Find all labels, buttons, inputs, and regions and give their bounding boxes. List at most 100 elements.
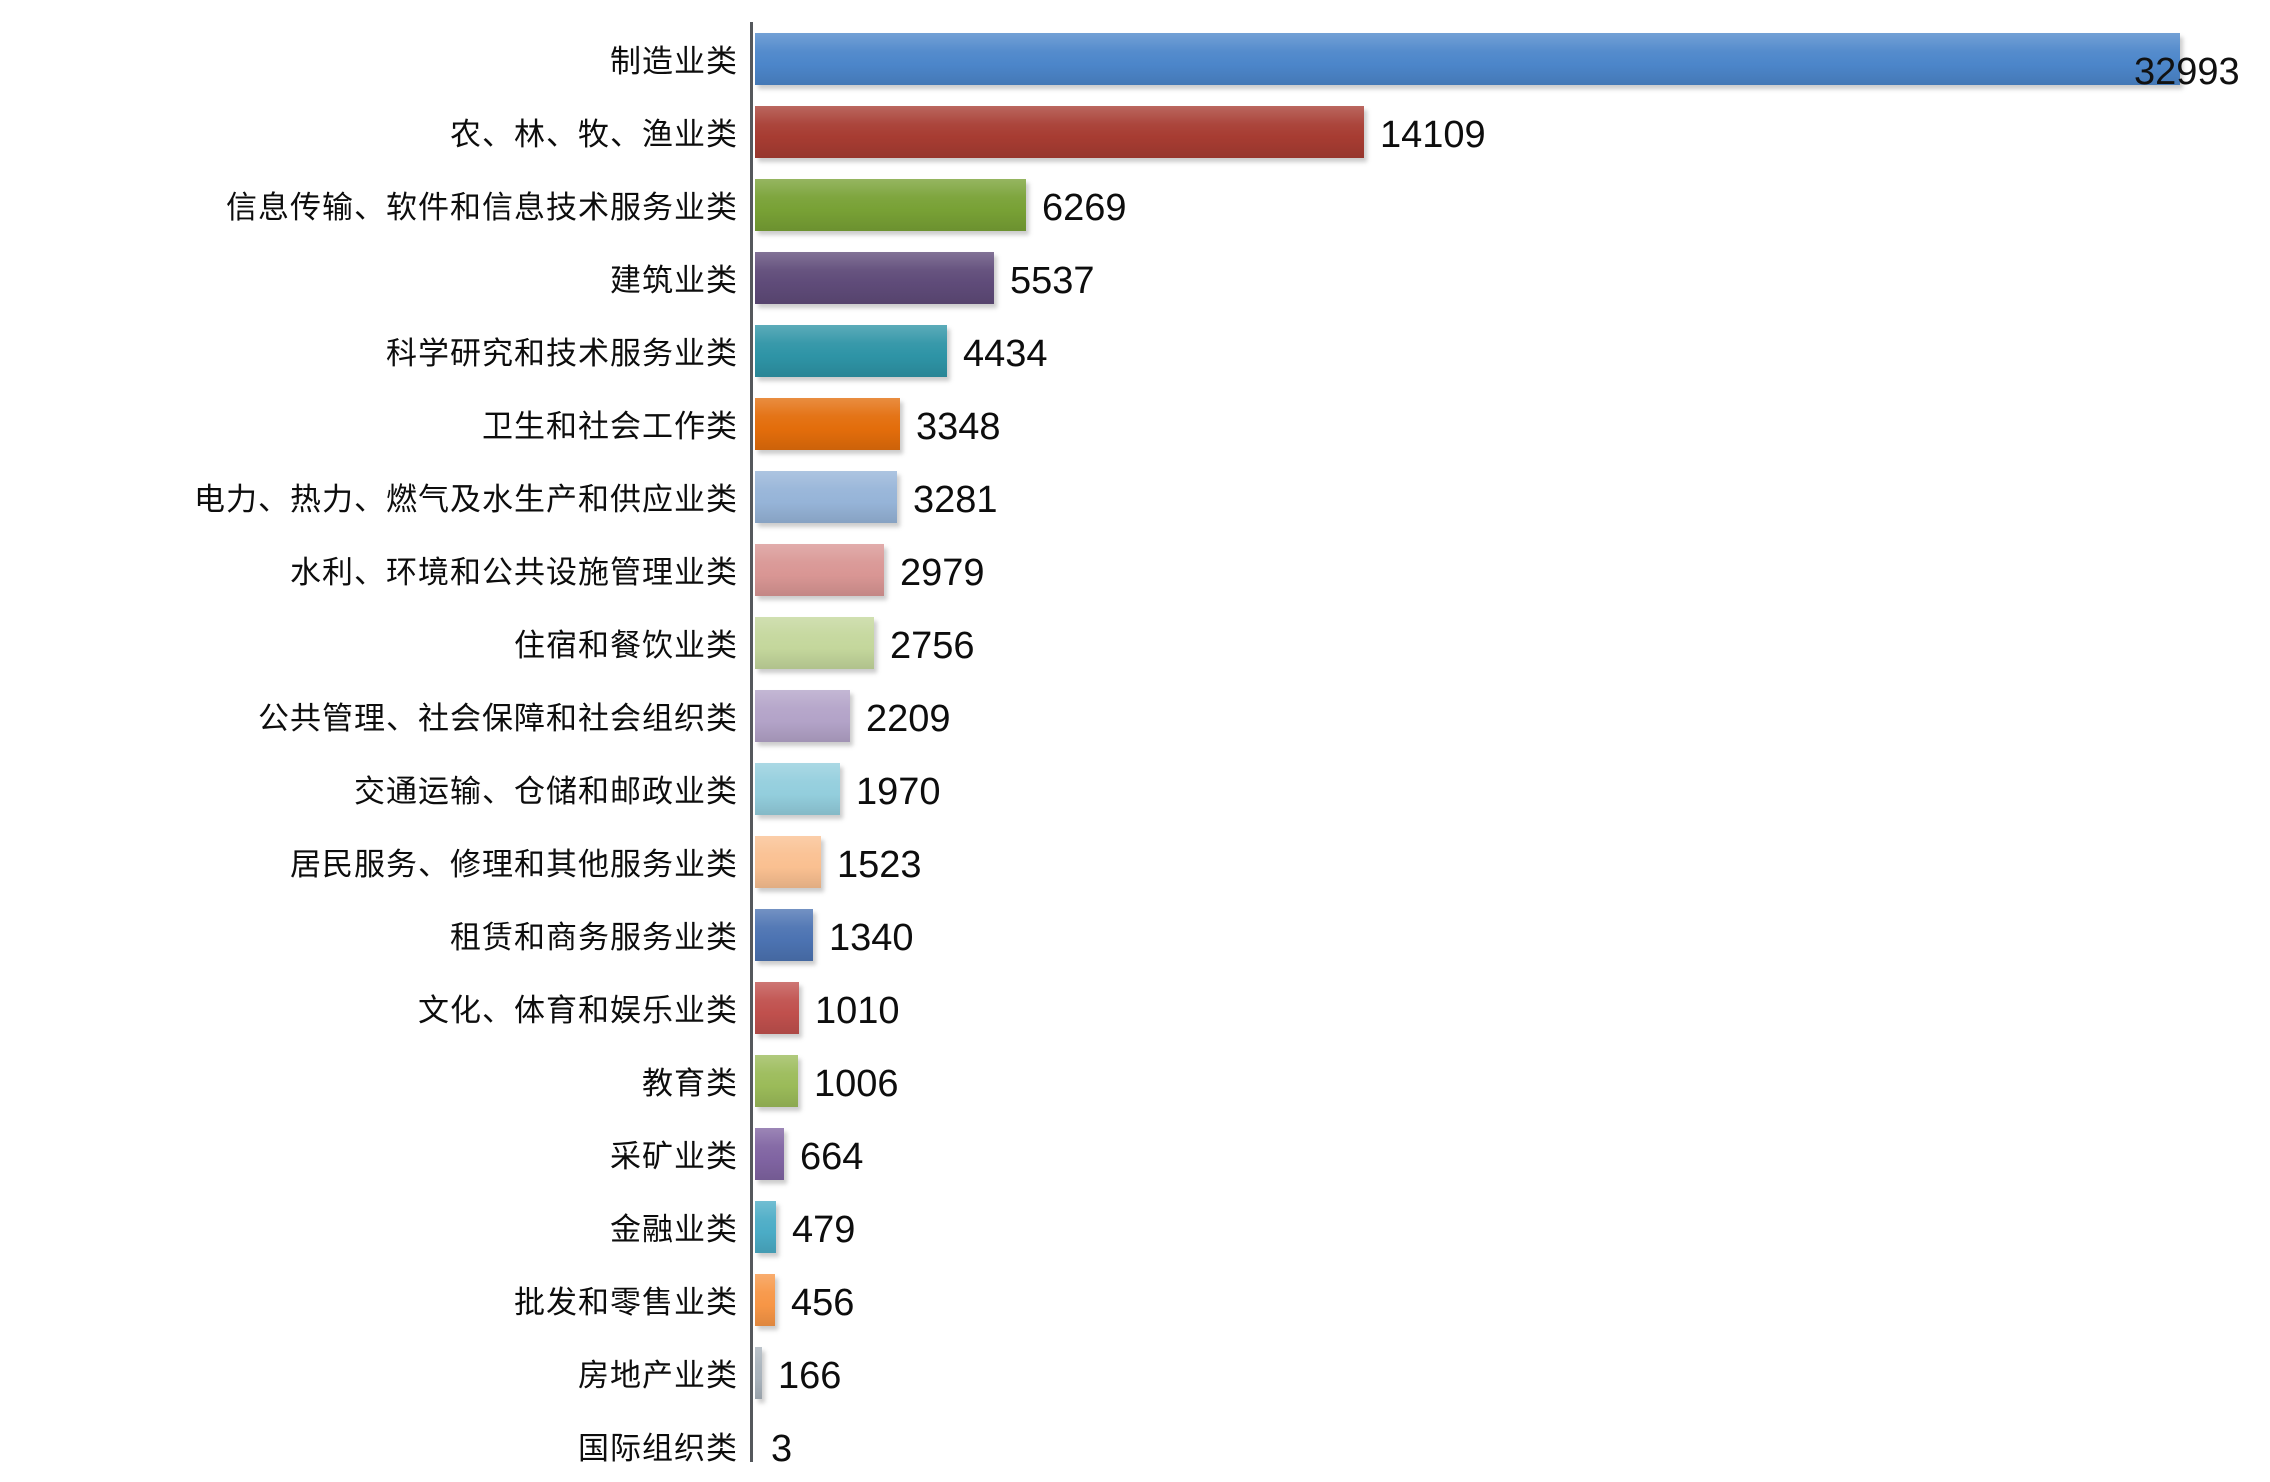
category-label: 交通运输、仓储和邮政业类 <box>354 774 738 809</box>
category-label: 采矿业类 <box>610 1139 738 1174</box>
bar <box>755 762 840 815</box>
bar-area: 5537 <box>755 241 2270 314</box>
value-label: 3348 <box>916 406 1001 448</box>
category-label: 建筑业类 <box>610 263 738 298</box>
bar-row: 住宿和餐饮业类 2756 <box>0 606 2270 679</box>
bar-row: 租赁和商务服务业类 1340 <box>0 898 2270 971</box>
bar-row: 教育类 1006 <box>0 1044 2270 1117</box>
bar <box>755 1346 762 1399</box>
category-label: 电力、热力、燃气及水生产和供应业类 <box>194 482 738 517</box>
bar-area: 14109 <box>755 95 2270 168</box>
bar <box>755 689 850 742</box>
bar-area: 4434 <box>755 314 2270 387</box>
value-label: 2756 <box>890 625 975 667</box>
value-label: 479 <box>792 1209 856 1251</box>
bar-area: 166 <box>755 1336 2270 1409</box>
value-label: 664 <box>800 1136 864 1178</box>
value-label: 3281 <box>913 479 998 521</box>
category-label: 住宿和餐饮业类 <box>514 628 738 663</box>
bar-row: 制造业类 32993 <box>0 22 2270 95</box>
bar-area: 1006 <box>755 1044 2270 1117</box>
category-label: 科学研究和技术服务业类 <box>386 336 738 371</box>
bar-area: 456 <box>755 1263 2270 1336</box>
bar <box>755 470 897 523</box>
bar-area: 3348 <box>755 387 2270 460</box>
bar <box>755 105 1364 158</box>
category-label: 国际组织类 <box>578 1431 738 1466</box>
value-label: 166 <box>778 1355 842 1397</box>
category-label: 农、林、牧、渔业类 <box>450 117 738 152</box>
value-label: 1010 <box>815 990 900 1032</box>
category-label: 公共管理、社会保障和社会组织类 <box>258 701 738 736</box>
value-label: 32993 <box>2134 51 2240 93</box>
bar-row: 批发和零售业类 456 <box>0 1263 2270 1336</box>
value-label: 2209 <box>866 698 951 740</box>
bar-row: 水利、环境和公共设施管理业类 2979 <box>0 533 2270 606</box>
bar-area: 479 <box>755 1190 2270 1263</box>
category-label: 金融业类 <box>610 1212 738 1247</box>
bar-row: 农、林、牧、渔业类 14109 <box>0 95 2270 168</box>
bar-row: 建筑业类 5537 <box>0 241 2270 314</box>
bar-area: 2756 <box>755 606 2270 679</box>
category-label: 卫生和社会工作类 <box>482 409 738 444</box>
category-label: 房地产业类 <box>578 1358 738 1393</box>
bar-row: 金融业类 479 <box>0 1190 2270 1263</box>
bar <box>755 32 2180 85</box>
category-label: 批发和零售业类 <box>514 1285 738 1320</box>
bar <box>755 908 813 961</box>
value-label: 1970 <box>856 771 941 813</box>
bar-area: 1970 <box>755 752 2270 825</box>
bar <box>755 1127 784 1180</box>
value-label: 3 <box>771 1428 793 1470</box>
bar-area: 32993 <box>755 22 2270 95</box>
bar-area: 3 <box>755 1409 2270 1482</box>
bar-area: 3281 <box>755 460 2270 533</box>
bar-row: 文化、体育和娱乐业类 1010 <box>0 971 2270 1044</box>
category-label: 信息传输、软件和信息技术服务业类 <box>226 190 738 225</box>
bar-area: 2979 <box>755 533 2270 606</box>
bar-row: 卫生和社会工作类 3348 <box>0 387 2270 460</box>
category-label: 制造业类 <box>610 44 738 79</box>
bar <box>755 616 874 669</box>
chart-rows: 制造业类 32993 农、林、牧、渔业类 14109 信息传输、软件和信息技术服… <box>0 22 2270 1482</box>
bar-row: 国际组织类 3 <box>0 1409 2270 1482</box>
bar <box>755 981 799 1034</box>
value-label: 14109 <box>1380 114 1486 156</box>
bar-row: 居民服务、修理和其他服务业类 1523 <box>0 825 2270 898</box>
value-label: 456 <box>791 1282 855 1324</box>
bar <box>755 1054 798 1107</box>
bar-area: 1340 <box>755 898 2270 971</box>
bar-row: 交通运输、仓储和邮政业类 1970 <box>0 752 2270 825</box>
value-label: 1006 <box>814 1063 899 1105</box>
category-label: 文化、体育和娱乐业类 <box>418 993 738 1028</box>
value-label: 2979 <box>900 552 985 594</box>
bar <box>755 543 884 596</box>
category-label: 水利、环境和公共设施管理业类 <box>290 555 738 590</box>
bar-area: 2209 <box>755 679 2270 752</box>
bar <box>755 835 821 888</box>
value-label: 6269 <box>1042 187 1127 229</box>
value-label: 1340 <box>829 917 914 959</box>
bar <box>755 251 994 304</box>
category-label: 居民服务、修理和其他服务业类 <box>290 847 738 882</box>
bar-row: 采矿业类 664 <box>0 1117 2270 1190</box>
category-label: 租赁和商务服务业类 <box>450 920 738 955</box>
bar-area: 1523 <box>755 825 2270 898</box>
bar-row: 电力、热力、燃气及水生产和供应业类 3281 <box>0 460 2270 533</box>
bar-area: 1010 <box>755 971 2270 1044</box>
bar-row: 房地产业类 166 <box>0 1336 2270 1409</box>
bar <box>755 1200 776 1253</box>
value-label: 5537 <box>1010 260 1095 302</box>
bar <box>755 178 1026 231</box>
bar-row: 信息传输、软件和信息技术服务业类 6269 <box>0 168 2270 241</box>
plot-area: 制造业类 32993 农、林、牧、渔业类 14109 信息传输、软件和信息技术服… <box>0 22 2270 1482</box>
bar-row: 公共管理、社会保障和社会组织类 2209 <box>0 679 2270 752</box>
bar <box>755 397 900 450</box>
category-axis-line <box>750 22 753 1462</box>
bar <box>755 324 947 377</box>
value-label: 4434 <box>963 333 1048 375</box>
value-label: 1523 <box>837 844 922 886</box>
category-label: 教育类 <box>642 1066 738 1101</box>
bar-row: 科学研究和技术服务业类 4434 <box>0 314 2270 387</box>
